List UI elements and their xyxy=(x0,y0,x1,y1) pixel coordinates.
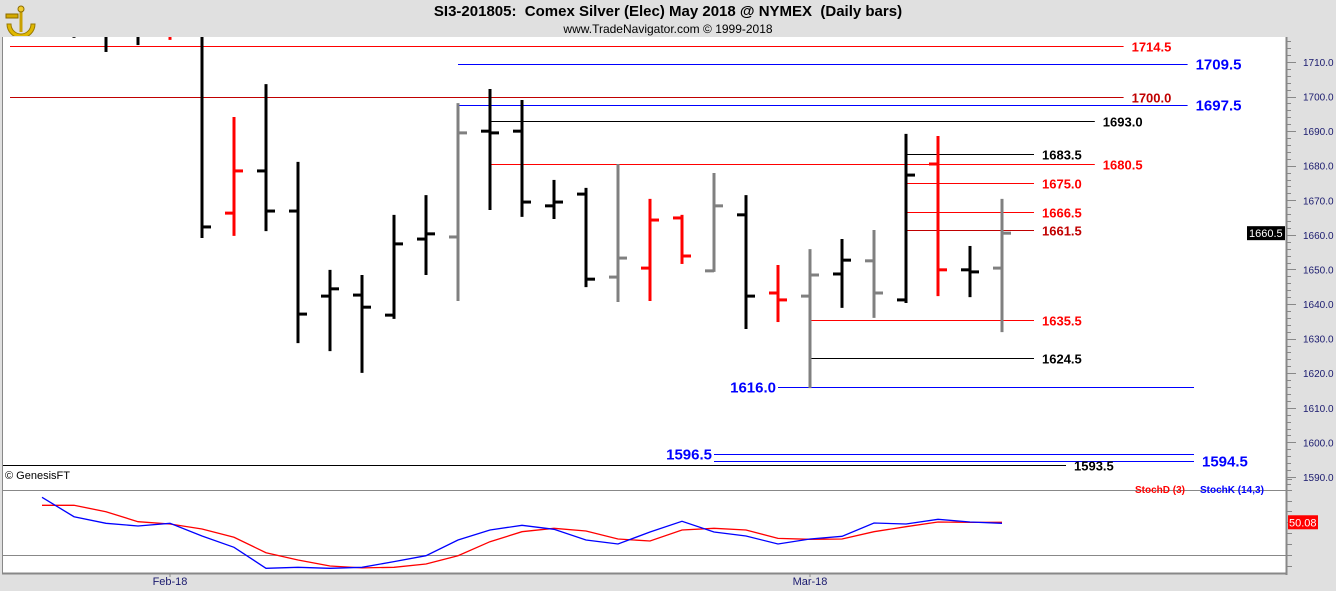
legend-stochk: StochK (14,3) xyxy=(1200,485,1264,496)
ohlc-bar xyxy=(513,100,531,217)
price-axis-label: 1690.0 xyxy=(1303,127,1334,138)
chart-subtitle: www.TradeNavigator.com © 1999-2018 xyxy=(563,22,773,36)
price-level-label: 1635.5 xyxy=(1042,314,1082,329)
ohlc-bar xyxy=(993,198,1011,333)
price-level-label: 1697.5 xyxy=(1196,98,1242,115)
chart-title: SI3-201805: Comex Silver (Elec) May 2018… xyxy=(433,3,903,20)
ohlc-bar xyxy=(769,264,787,323)
price-axis-label: 1670.0 xyxy=(1303,196,1334,207)
time-axis-label: Mar-18 xyxy=(793,576,828,588)
price-axis-label: 1620.0 xyxy=(1303,369,1334,380)
price-axis-label: 1590.0 xyxy=(1303,473,1334,484)
ohlc-bar xyxy=(609,164,627,302)
ohlc-bar xyxy=(897,133,915,304)
legend-stochd: StochD (3) xyxy=(1135,485,1185,496)
ohlc-bar xyxy=(641,198,659,301)
ohlc-bar xyxy=(257,84,275,232)
ohlc-bar xyxy=(136,37,140,46)
price-axis: 1590.0 1600.0 1610.0 1620.0 1630.0 1640.0 1650… xyxy=(1247,41,1334,485)
ohlc-bar xyxy=(104,37,108,52)
sextant-logo-icon xyxy=(3,2,37,41)
price-axis-label: 1600.0 xyxy=(1303,438,1334,449)
stochastic-pane: 50.08 xyxy=(3,479,1318,569)
price-axis-label: 1630.0 xyxy=(1303,335,1334,346)
time-axis-label: Feb-18 xyxy=(153,576,188,588)
ohlc-bar xyxy=(865,230,883,318)
stochk-line xyxy=(41,496,1003,569)
price-level-label: 1616.0 xyxy=(730,380,776,397)
ohlc-bar xyxy=(353,275,371,373)
ohlc-bar xyxy=(321,269,339,352)
time-axis: Feb-18 Mar-18 xyxy=(153,573,828,588)
price-level-label: 1714.5 xyxy=(1132,40,1172,55)
plot-background xyxy=(3,37,1286,573)
price-axis-label: 1640.0 xyxy=(1303,300,1334,311)
ohlc-bar xyxy=(577,187,595,288)
price-level-label: 1683.5 xyxy=(1042,148,1082,163)
price-level-label: 1666.5 xyxy=(1042,206,1082,221)
price-levels xyxy=(3,46,1194,466)
ohlc-bar xyxy=(673,214,691,264)
price-axis-label: 1650.0 xyxy=(1303,265,1334,276)
stochd-line xyxy=(42,504,1003,569)
ohlc-bar xyxy=(200,37,211,239)
price-level-label: 1596.5 xyxy=(666,447,712,464)
ohlc-bar xyxy=(833,239,851,308)
last-price-marker xyxy=(1247,226,1285,241)
price-level-label: 1709.5 xyxy=(1196,57,1242,74)
price-axis-label: 1680.0 xyxy=(1303,162,1334,173)
price-level-label: 1675.0 xyxy=(1042,177,1082,192)
price-level-label: 1661.5 xyxy=(1042,224,1082,239)
price-bars xyxy=(72,37,1011,389)
ohlc-bar xyxy=(737,195,755,329)
ohlc-bar xyxy=(225,116,243,236)
price-level-label: 1700.0 xyxy=(1132,91,1172,106)
price-axis-label: 1660.0 xyxy=(1303,231,1334,242)
ohlc-bar xyxy=(705,173,723,273)
price-level-label: 1680.5 xyxy=(1103,158,1143,173)
price-axis-label: 1710.0 xyxy=(1303,58,1334,69)
price-level-label: 1693.0 xyxy=(1103,115,1143,130)
ohlc-bar xyxy=(417,195,435,276)
price-axis-label: 1610.0 xyxy=(1303,404,1334,415)
ohlc-bar xyxy=(449,103,467,301)
ohlc-bar xyxy=(289,161,307,344)
price-axis-label: 1700.0 xyxy=(1303,93,1334,104)
last-price-value: 1660.5 xyxy=(1249,228,1283,240)
ohlc-bar xyxy=(481,88,499,211)
ohlc-bar xyxy=(929,136,947,297)
ohlc-bar xyxy=(385,214,403,319)
price-level-label: 1593.5 xyxy=(1074,459,1114,474)
stoch-last-marker xyxy=(1288,515,1318,530)
stoch-last-value: 50.08 xyxy=(1289,517,1317,529)
watermark-genesisft: © GenesisFT xyxy=(5,470,70,482)
ohlc-bar xyxy=(801,249,819,389)
price-level-labels: 1714.5 1709.5 1700.0 1697.5 1693.0 1683.5 1680… xyxy=(666,40,1248,474)
ohlc-bar xyxy=(545,179,563,219)
ohlc-bar xyxy=(961,245,979,298)
price-level-label: 1594.5 xyxy=(1202,454,1248,471)
price-level-label: 1624.5 xyxy=(1042,352,1082,367)
